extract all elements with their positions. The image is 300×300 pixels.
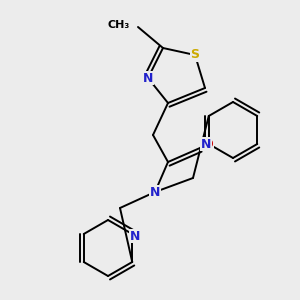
Text: S: S [190, 49, 200, 62]
Text: N: N [150, 185, 160, 199]
Text: N: N [201, 137, 211, 151]
Text: O: O [203, 137, 213, 151]
Text: N: N [130, 230, 140, 242]
Text: N: N [143, 71, 153, 85]
Text: CH₃: CH₃ [108, 20, 130, 30]
